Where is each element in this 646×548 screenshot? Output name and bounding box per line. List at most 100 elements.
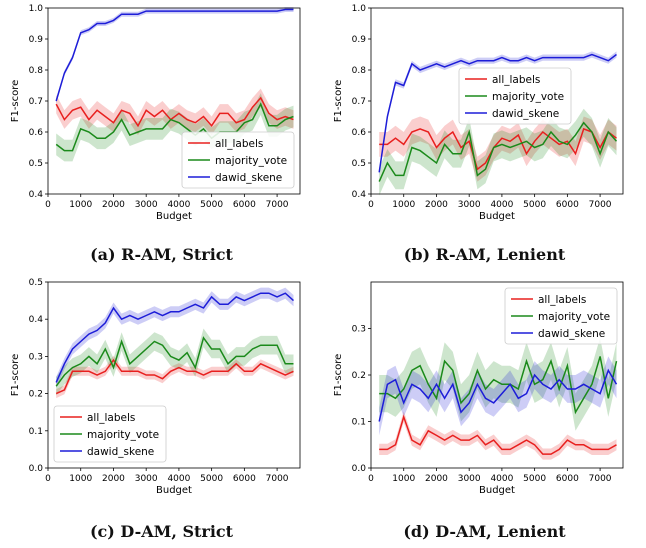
y-tick-label: 0.5 xyxy=(29,278,43,288)
x-tick-label: 3000 xyxy=(135,474,158,484)
chart-panel-a: 0 1000 2000 3000 4000 5000 6000 7000 0.4 0.5 0.6 0.… xyxy=(10,4,301,222)
x-tick-label: 0 xyxy=(45,474,51,484)
x-tick-label: 4000 xyxy=(167,474,190,484)
x-tick-label: 3000 xyxy=(458,200,481,210)
x-tick-label: 0 xyxy=(368,200,374,210)
legend-label-dawid_skene: dawid_skene xyxy=(215,172,282,184)
legend: all_labels majority_vote dawid_skene xyxy=(458,67,572,125)
series-band-majority_vote xyxy=(56,328,294,396)
legend-label-dawid_skene: dawid_skene xyxy=(538,328,605,340)
series-band-all_labels xyxy=(56,88,294,136)
series-line-all_labels xyxy=(379,414,617,455)
series-band-majority_vote xyxy=(379,337,617,431)
x-tick-label: 2000 xyxy=(102,474,125,484)
x-tick-label: 4000 xyxy=(490,200,513,210)
x-tick-label: 5000 xyxy=(523,474,546,484)
legend-label-dawid_skene: dawid_skene xyxy=(87,446,154,458)
series-band-dawid_skene xyxy=(56,287,294,388)
y-tick-label: 1.0 xyxy=(29,4,44,14)
x-tick-label: 7000 xyxy=(266,200,289,210)
series-line-all_labels xyxy=(379,127,617,171)
y-tick-label: 0.5 xyxy=(352,159,366,169)
legend-box xyxy=(458,67,572,125)
caption-d: (d) D-AM, Lenient xyxy=(403,522,566,541)
x-axis-label: Budget xyxy=(479,211,515,222)
y-tick-label: 0.7 xyxy=(29,97,43,107)
series-line-majority_vote xyxy=(379,356,618,415)
x-tick-label: 1000 xyxy=(392,200,415,210)
series-band-dawid_skene xyxy=(379,356,617,436)
x-tick-label: 5000 xyxy=(523,200,546,210)
y-tick-label: 0.2 xyxy=(29,390,43,400)
x-tick-label: 3000 xyxy=(458,474,481,484)
y-tick-label: 0.9 xyxy=(29,35,44,45)
legend-box xyxy=(181,131,295,189)
chart-panel-c: 0 1000 2000 3000 4000 5000 6000 7000 0.0 0.1 0.2 0.… xyxy=(10,278,301,496)
caption-b: (b) R-AM, Lenient xyxy=(403,245,566,264)
chart-panel-d: 0 1000 2000 3000 4000 5000 6000 7000 0.0 0.1 0.2 0.… xyxy=(333,281,624,496)
y-axis-label: F1-score xyxy=(333,354,344,397)
series-line-all_labels xyxy=(55,358,294,395)
y-tick-label: 0.7 xyxy=(352,97,366,107)
y-tick-label: 0.0 xyxy=(29,464,44,474)
y-tick-label: 1.0 xyxy=(352,4,367,14)
y-tick-label: 0.4 xyxy=(29,315,44,325)
legend-label-all_labels: all_labels xyxy=(538,294,586,306)
x-tick-label: 2000 xyxy=(102,200,125,210)
y-tick-label: 0.6 xyxy=(352,128,367,138)
x-axis-label: Budget xyxy=(156,485,192,496)
x-tick-label: 2000 xyxy=(425,200,448,210)
legend-label-majority_vote: majority_vote xyxy=(87,429,159,441)
x-tick-label: 0 xyxy=(45,200,51,210)
x-axis-label: Budget xyxy=(479,485,515,496)
legend-box xyxy=(504,287,618,345)
y-tick-label: 0.9 xyxy=(352,35,367,45)
series-line-dawid_skene xyxy=(55,292,295,383)
y-tick-label: 0.3 xyxy=(29,352,43,362)
y-tick-label: 0.8 xyxy=(29,66,44,76)
legend: all_labels majority_vote dawid_skene xyxy=(504,287,618,345)
y-tick-label: 0.3 xyxy=(352,325,366,335)
x-tick-label: 4000 xyxy=(490,474,513,484)
axes-frame xyxy=(47,281,301,469)
series-line-dawid_skene xyxy=(378,53,617,173)
x-tick-label: 7000 xyxy=(266,474,289,484)
y-tick-label: 0.6 xyxy=(29,128,44,138)
y-tick-label: 0.4 xyxy=(352,190,367,200)
legend-label-all_labels: all_labels xyxy=(87,412,135,424)
series-band-all_labels xyxy=(379,411,617,460)
x-tick-label: 5000 xyxy=(200,200,223,210)
caption-a: (a) R-AM, Strict xyxy=(90,245,233,264)
legend: all_labels majority_vote dawid_skene xyxy=(53,405,167,463)
legend-label-majority_vote: majority_vote xyxy=(492,91,564,103)
y-tick-label: 0.1 xyxy=(352,418,366,428)
caption-c: (c) D-AM, Strict xyxy=(89,522,234,541)
x-tick-label: 4000 xyxy=(167,200,190,210)
series-band-all_labels xyxy=(379,116,617,182)
legend-label-all_labels: all_labels xyxy=(215,138,263,150)
y-tick-label: 0.4 xyxy=(29,190,44,200)
y-tick-label: 0.0 xyxy=(352,464,367,474)
x-tick-label: 7000 xyxy=(589,474,612,484)
series-band-majority_vote xyxy=(379,108,617,196)
x-tick-label: 6000 xyxy=(556,200,579,210)
legend: all_labels majority_vote dawid_skene xyxy=(181,131,295,189)
x-tick-label: 1000 xyxy=(392,474,415,484)
x-tick-label: 3000 xyxy=(135,200,158,210)
legend-label-all_labels: all_labels xyxy=(492,74,540,86)
x-tick-label: 6000 xyxy=(233,474,256,484)
series-band-majority_vote xyxy=(56,93,294,162)
y-tick-label: 0.5 xyxy=(29,159,43,169)
x-tick-label: 2000 xyxy=(425,474,448,484)
x-tick-label: 1000 xyxy=(69,474,92,484)
y-tick-label: 0.8 xyxy=(352,66,367,76)
series-line-majority_vote xyxy=(378,121,618,182)
legend-label-majority_vote: majority_vote xyxy=(215,155,287,167)
series-line-majority_vote xyxy=(55,336,294,387)
x-tick-label: 0 xyxy=(368,474,374,484)
y-tick-label: 0.2 xyxy=(352,371,366,381)
legend-box xyxy=(53,405,167,463)
series-line-dawid_skene xyxy=(378,368,618,422)
x-tick-label: 1000 xyxy=(69,200,92,210)
x-tick-label: 6000 xyxy=(233,200,256,210)
